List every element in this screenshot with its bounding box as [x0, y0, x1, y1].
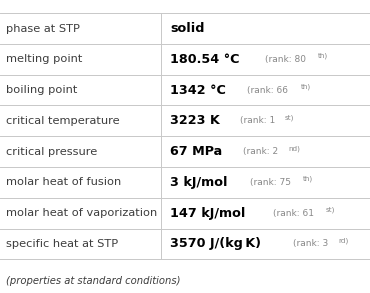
Text: melting point: melting point [6, 54, 82, 64]
Text: critical temperature: critical temperature [6, 116, 119, 126]
Text: th): th) [300, 84, 310, 90]
Text: solid: solid [170, 22, 205, 35]
Text: 3223 K: 3223 K [170, 114, 220, 127]
Text: (properties at standard conditions): (properties at standard conditions) [6, 276, 180, 286]
Text: (rank: 66: (rank: 66 [248, 86, 289, 95]
Text: 67 MPa: 67 MPa [170, 145, 222, 158]
Text: rd): rd) [338, 237, 349, 244]
Text: th): th) [302, 176, 313, 183]
Text: 147 kJ/mol: 147 kJ/mol [170, 207, 246, 220]
Text: (rank: 3: (rank: 3 [293, 239, 328, 248]
Text: 3570 J/(kg K): 3570 J/(kg K) [170, 237, 261, 251]
Text: st): st) [285, 114, 295, 121]
Text: (rank: 1: (rank: 1 [239, 116, 275, 125]
Text: molar heat of vaporization: molar heat of vaporization [6, 208, 157, 218]
Text: (rank: 2: (rank: 2 [243, 147, 278, 156]
Text: (rank: 80: (rank: 80 [265, 55, 306, 64]
Text: critical pressure: critical pressure [6, 146, 97, 157]
Text: st): st) [326, 207, 335, 213]
Text: phase at STP: phase at STP [6, 23, 80, 34]
Text: boiling point: boiling point [6, 85, 77, 95]
Text: 1342 °C: 1342 °C [170, 84, 226, 97]
Text: 3 kJ/mol: 3 kJ/mol [170, 176, 228, 189]
Text: th): th) [318, 53, 328, 59]
Text: 180.54 °C: 180.54 °C [170, 53, 240, 66]
Text: nd): nd) [288, 145, 300, 152]
Text: (rank: 61: (rank: 61 [273, 209, 314, 218]
Text: (rank: 75: (rank: 75 [249, 178, 290, 187]
Text: molar heat of fusion: molar heat of fusion [6, 177, 121, 188]
Text: specific heat at STP: specific heat at STP [6, 239, 118, 249]
